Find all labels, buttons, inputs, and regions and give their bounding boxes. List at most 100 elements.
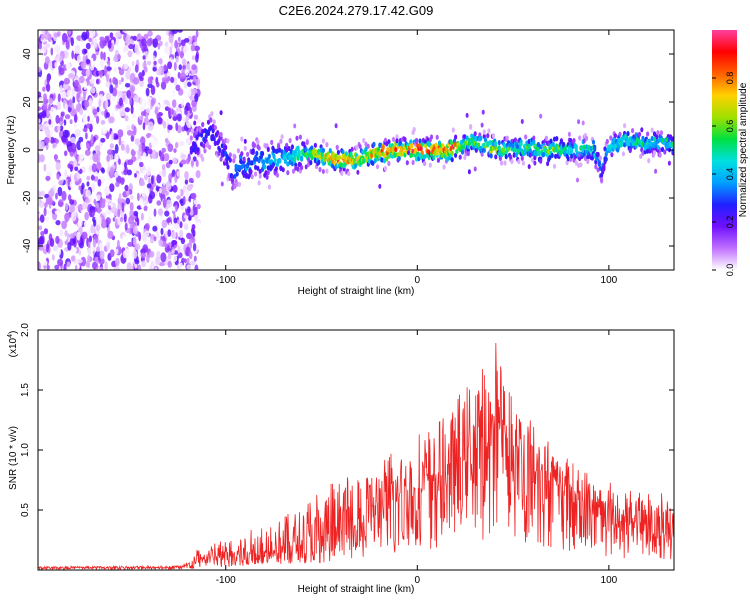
spectrogram-noise-cell [107,40,112,49]
spectrogram-noise-cell [61,32,68,43]
spectrogram-noise-cell [167,143,174,152]
spectrogram-noise-cell [147,30,153,37]
spectrogram-noise-cell [132,35,138,41]
spectrogram-cell [219,135,223,141]
spectrogram-cell [581,120,585,126]
spectrogram-noise-cell [171,249,175,255]
spectrogram-noise-cell [87,115,90,122]
spectrogram-noise-cell [117,208,121,218]
spectrogram-cell [464,140,468,146]
spectrogram-cell [381,144,385,151]
spectrogram-noise-cell [74,44,81,55]
colorbar-ticks: 0.0 0.2 0.4 0.6 0.8 [712,72,735,276]
spectrogram-noise-cell [71,87,75,98]
spectrogram-noise-cell [145,108,151,114]
spectrogram-cell [270,139,274,145]
spectrogram-noise-cell [80,250,86,257]
spectrogram-noise-cell [144,223,150,231]
spectrogram-cell [334,123,338,129]
spectrogram-cell [391,136,396,142]
spectrogram-cell [419,146,423,152]
spectrogram-noise-cell [88,97,93,107]
spectrogram-noise-cell [57,247,61,256]
spectrogram-cell [426,137,430,143]
spectrogram-cell [650,127,654,133]
spectrogram-noise-cell [55,192,58,200]
spectrogram-cell [212,136,216,142]
spectrogram-noise-cell [159,151,165,162]
spectrogram-noise-cell [129,202,134,212]
spectrogram-noise-cell [118,68,125,76]
spectrogram-noise-cell [168,222,172,231]
spectrogram-cell [567,131,571,137]
spectrogram-noise-cell [116,239,120,250]
spectrogram-cell [219,131,223,138]
spectrogram-noise-cell [59,84,63,94]
spectrogram-noise-cell [114,78,119,85]
spectrogram-noise-cell [64,114,71,120]
spectrogram-cell [405,160,409,166]
spectrogram-cell [319,147,323,153]
spectrogram-cell [352,157,357,163]
spectrogram-noise-cell [41,260,48,266]
spectrogram-cell [435,150,439,156]
spectrogram-cell [398,140,402,146]
spectrogram-noise-cell [126,262,132,270]
spectrogram-noise-cell [154,266,158,270]
spectrogram-noise-cell [126,89,132,99]
spectrogram-noise-cell [180,159,187,165]
spectrogram-cell [256,139,260,145]
spectrogram-noise-cell [190,44,196,52]
spectrogram-cell [562,141,566,147]
spectrogram-noise-cell [105,217,111,225]
spectrogram-cell [517,159,521,165]
colorbar-tick-label: 0.8 [725,72,735,85]
snr-x-tick-label: 0 [415,575,421,586]
spectrogram-cell [203,148,207,154]
spectrogram-noise-cell [156,200,162,206]
spectrogram-noise-cell [184,171,189,180]
spectrogram-cell [310,145,314,151]
spectrogram-noise-cell [67,163,71,169]
spectrogram-cell [549,138,553,144]
spectrogram-noise-cell [132,249,138,259]
spectrogram-noise-cell [97,216,102,226]
spectrogram-noise-cell [161,219,168,229]
spectrogram-noise-cell [179,188,184,197]
spectrogram-noise-cell [163,121,167,129]
spectrogram-cell [604,156,608,162]
spectrogram-noise-cell [82,116,88,124]
spectrogram-noise-cell [147,216,152,225]
spectrogram-noise-cell [91,182,96,192]
spectrogram-cell [274,166,278,172]
spectrogram-noise-cell [69,119,73,125]
spectrogram-x-label: Height of straight line (km) [298,286,415,297]
spectrogram-cell [293,123,297,129]
spectrogram-noise-cell [160,227,164,236]
spectrogram-noise-cell [131,60,135,67]
spectrogram-cell [196,147,200,153]
spectrogram-noise-cell [112,190,117,201]
spectrogram-noise-cell [113,266,120,270]
spectrogram-noise-cell [147,83,153,89]
spectrogram-cell [579,162,583,168]
spectrogram-cell [340,170,344,176]
spectrogram-noise-cell [108,116,115,124]
spectrogram-noise-cell [112,217,116,222]
spectrogram-noise-cell [95,224,101,232]
spectrogram-noise-cell [114,135,119,140]
spectrogram-noise-cell [195,170,201,179]
spectrogram-noise-cell [57,93,61,103]
spectrogram-noise-cell [67,176,71,187]
spectrogram-cell [467,169,471,175]
spectrogram-noise-cell [143,117,149,126]
spectrogram-noise-cell [86,58,91,65]
spectrogram-noise-cell [186,81,192,87]
spectrogram-cell [371,160,375,166]
spectrogram-noise-cell [115,257,120,267]
spectrogram-noise-cell [46,83,51,92]
spectrogram-noise-cell [147,121,154,131]
spectrogram-noise-cell [174,76,178,87]
spectrogram-noise-cell [176,195,181,200]
spectrogram-noise-cell [46,110,50,118]
